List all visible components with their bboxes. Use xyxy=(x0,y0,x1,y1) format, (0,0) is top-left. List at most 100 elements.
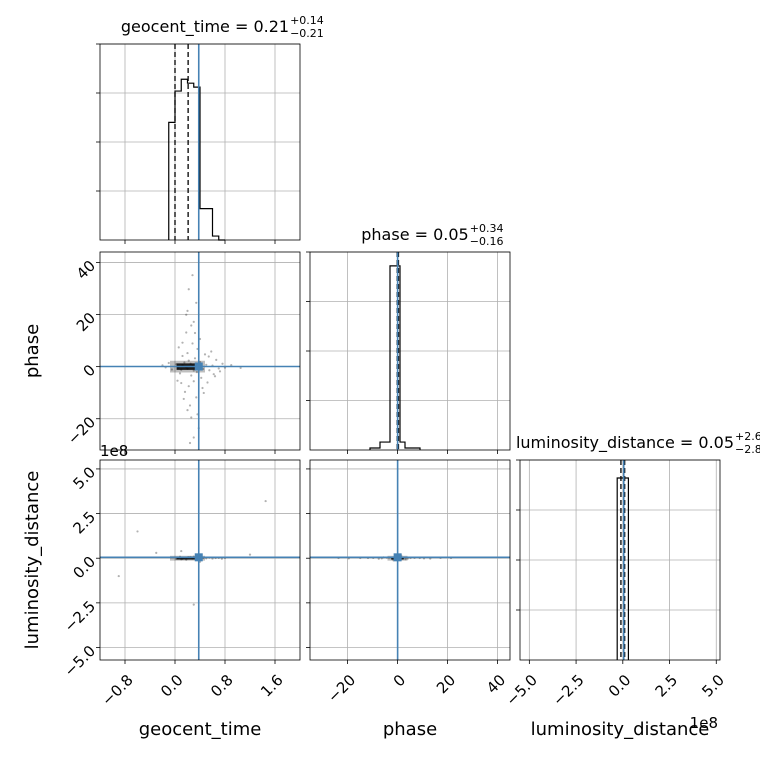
x-axis-label: luminosity_distance xyxy=(531,719,710,740)
scatter-point xyxy=(217,367,220,370)
y-tick-label: 5.0 xyxy=(69,463,99,493)
scatter-point xyxy=(190,416,193,419)
scatter-point xyxy=(215,358,218,361)
y-axis-label: luminosity_distance xyxy=(22,471,43,650)
hist-title-sup: +2.63 xyxy=(735,430,760,443)
scatter-point xyxy=(190,324,193,327)
scatter-point xyxy=(183,361,186,364)
scatter-point xyxy=(205,363,208,366)
scatter-point xyxy=(180,381,183,385)
x-axis-label: phase xyxy=(383,719,437,740)
scatter-point xyxy=(200,376,203,379)
scatter-point xyxy=(213,375,217,378)
scatter-point xyxy=(230,363,233,367)
scatter-point xyxy=(248,553,252,556)
scatter-point xyxy=(210,350,213,353)
y-tick-label: 2.5 xyxy=(69,508,99,538)
scatter-point xyxy=(264,499,267,503)
histogram-step xyxy=(168,78,225,241)
x-axis-label: geocent_time xyxy=(139,719,262,740)
scatter-point xyxy=(177,346,180,349)
scatter-point xyxy=(193,331,197,335)
axes-frame xyxy=(99,251,301,451)
scatter-point xyxy=(180,368,183,371)
x-tick-label: 0 xyxy=(390,671,409,690)
scatter-point xyxy=(207,355,210,358)
scatter-point xyxy=(220,557,223,560)
scatter-point xyxy=(212,373,215,376)
x-tick-label: 1.6 xyxy=(257,671,287,701)
y-tick-label: −5.0 xyxy=(61,642,99,680)
x-tick-label: 20 xyxy=(433,671,459,697)
axes-frame xyxy=(309,459,511,661)
scatter-point xyxy=(136,530,139,533)
scatter-point xyxy=(186,351,189,355)
scatter-point xyxy=(175,557,178,561)
scatter-point xyxy=(185,558,188,561)
scatter-point xyxy=(188,404,192,407)
scatter-point xyxy=(187,385,190,388)
x-tick-label: 5.0 xyxy=(698,671,728,701)
histogram-phase xyxy=(306,251,511,454)
x-tick-label: −20 xyxy=(324,671,359,706)
y-tick-label: 40 xyxy=(73,257,99,283)
scatter-point xyxy=(189,362,192,365)
scatter-point xyxy=(192,380,195,383)
scatter-point xyxy=(175,363,178,366)
scatter-point xyxy=(195,396,198,399)
scatter-point xyxy=(178,372,182,375)
scatter-point xyxy=(176,379,179,382)
scatter-geocent_time-luminosity_distance xyxy=(96,459,301,664)
y-tick-label: 20 xyxy=(73,309,99,335)
scatter-point xyxy=(192,320,195,323)
scatter-point xyxy=(167,361,170,365)
axes-frame xyxy=(99,459,301,661)
scatter-point xyxy=(195,371,198,374)
histogram-step xyxy=(369,265,421,450)
scatter-point xyxy=(192,369,195,372)
scatter-point xyxy=(187,359,190,362)
scatter-point xyxy=(186,367,189,370)
y-tick-label: 0 xyxy=(80,361,99,380)
hist-title-sup: +0.14 xyxy=(290,14,324,27)
scatter-point xyxy=(170,368,173,371)
scatter-point xyxy=(185,331,188,334)
y-tick-label: −2.5 xyxy=(61,597,99,635)
scatter-point xyxy=(155,551,158,554)
scatter-point xyxy=(191,274,194,277)
scatter-point xyxy=(221,362,224,365)
density-halo xyxy=(170,555,205,561)
x-tick-label: 0.8 xyxy=(207,671,237,701)
hist-title: luminosity_distance = 0.05 xyxy=(516,433,734,453)
scatter-point xyxy=(206,381,209,384)
scatter-point xyxy=(404,558,407,561)
scatter-point xyxy=(180,558,183,561)
scatter-point xyxy=(239,366,242,370)
x-tick-label: −2.5 xyxy=(549,671,587,709)
scatter-point xyxy=(192,436,195,439)
scatter-point xyxy=(203,353,207,356)
scatter-point xyxy=(202,391,205,395)
scatter-point xyxy=(195,301,198,304)
x-tick-label: 0.0 xyxy=(157,671,187,701)
truth-marker xyxy=(393,553,402,562)
x-offset-label: 1e8 xyxy=(690,714,718,732)
histogram-luminosity_distance xyxy=(516,459,721,664)
truth-marker xyxy=(194,553,203,562)
x-tick-label: −0.8 xyxy=(98,671,136,709)
histogram-geocent_time xyxy=(96,43,301,244)
hist-title: geocent_time = 0.21 xyxy=(121,17,289,37)
x-tick-label: 2.5 xyxy=(652,671,682,701)
scatter-point xyxy=(181,354,184,358)
hist-title-sub: −0.16 xyxy=(470,235,504,248)
scatter-point xyxy=(186,309,189,312)
density-core xyxy=(176,556,199,560)
scatter-geocent_time-phase xyxy=(96,251,301,454)
scatter-point xyxy=(190,374,193,377)
hist-title-sup: +0.34 xyxy=(470,222,504,235)
scatter-point xyxy=(183,390,187,394)
scatter-point xyxy=(185,313,188,316)
y-axis-label: phase xyxy=(22,324,43,378)
histogram-step xyxy=(616,477,630,660)
